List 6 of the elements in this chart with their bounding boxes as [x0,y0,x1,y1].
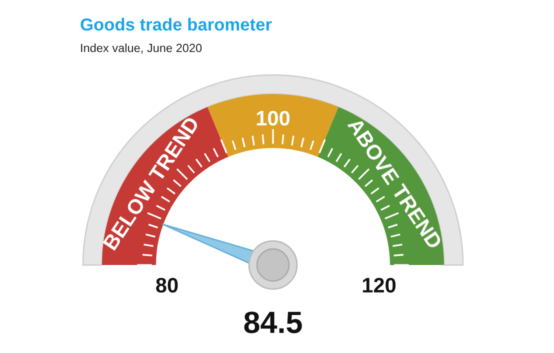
chart-subtitle: Index value, June 2020 [81,44,202,54]
text: 120 [362,278,396,293]
chart-title: Goods trade barometer [80,18,272,31]
slice-label: 100 [256,110,290,126]
text: 80 [156,278,178,293]
text: 84.5 [244,312,302,334]
